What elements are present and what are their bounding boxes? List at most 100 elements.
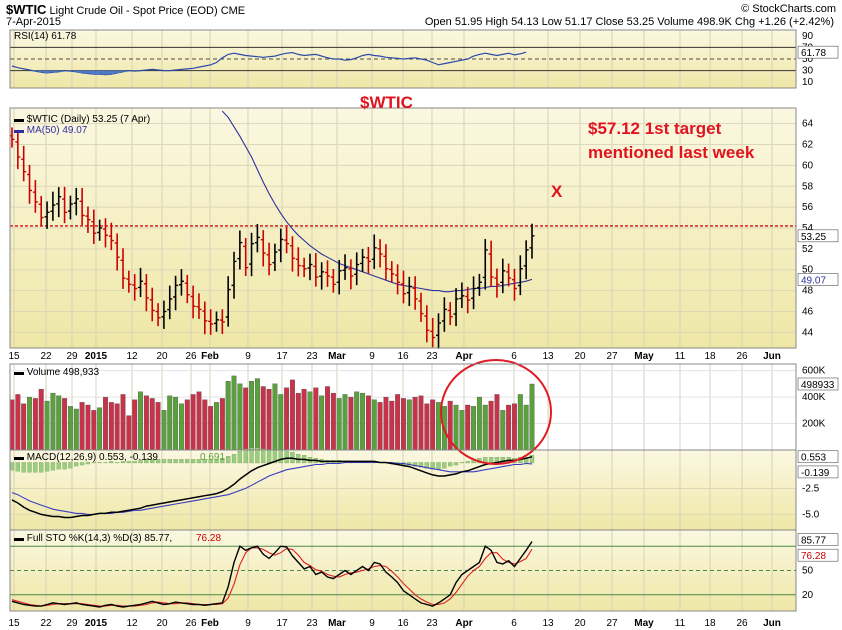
rsi-oversold-fill — [38, 70, 45, 73]
macd-histogram-bar — [155, 459, 161, 464]
macd-histogram-bar — [115, 462, 120, 464]
volume-bar — [120, 394, 126, 451]
stochastic-d-legend: 76.28 — [196, 533, 221, 544]
macd-value-label: 0.553 — [801, 453, 826, 464]
volume-bar — [307, 391, 313, 451]
volume-bar — [97, 407, 103, 451]
x-axis-label: Apr — [455, 618, 472, 629]
volume-bar — [319, 395, 325, 451]
rsi-oversold-fill — [55, 70, 62, 72]
quote-summary: Open 51.95 High 54.13 Low 51.17 Close 53… — [424, 16, 834, 28]
macd-histogram-bar — [173, 459, 178, 464]
volume-highlight-circle — [440, 359, 552, 465]
macd-histogram-bar — [442, 462, 447, 469]
volume-bar — [254, 378, 260, 451]
volume-bar — [184, 399, 190, 451]
macd-histogram-bar — [150, 459, 155, 464]
volume-bar — [424, 403, 430, 451]
macd-histogram-bar — [202, 459, 207, 464]
macd-histogram-bar — [529, 455, 535, 464]
volume-bar — [202, 399, 208, 451]
x-axis-label: 18 — [704, 351, 716, 362]
x-axis-label: 23 — [306, 618, 318, 629]
price-value-label: 53.25 — [801, 232, 826, 243]
price-axis-label: 56 — [802, 202, 814, 213]
copyright-label: © StockCharts.com — [741, 3, 836, 15]
macd-histogram-bar — [436, 462, 441, 470]
volume-bar — [126, 415, 132, 451]
rsi-oversold-fill — [114, 70, 121, 73]
volume-bar — [73, 408, 79, 451]
x-axis-label: 15 — [8, 618, 20, 629]
macd-histogram-bar — [79, 462, 85, 466]
volume-bar — [196, 391, 202, 451]
price-panel-frame — [9, 107, 797, 349]
volume-bar — [249, 381, 255, 451]
x-axis-label: 26 — [736, 618, 748, 629]
macd-histogram-bar — [144, 459, 149, 464]
volume-bar — [342, 394, 348, 451]
volume-bar — [430, 399, 436, 451]
target-annotation-line1: $57.12 1st target — [588, 119, 722, 138]
x-axis-label: Mar — [328, 618, 346, 629]
volume-bar — [529, 383, 535, 451]
rsi-oversold-fill — [67, 70, 74, 72]
volume-bar — [231, 375, 237, 451]
macd-histogram-bar — [185, 459, 190, 464]
ma-value-label: 49.07 — [801, 275, 826, 286]
rsi-axis-label: 10 — [802, 77, 814, 88]
macd-histogram-bar — [161, 459, 167, 464]
x-axis-label: 13 — [542, 351, 554, 362]
price-axis-label: 44 — [802, 327, 814, 338]
macd-line — [11, 455, 533, 519]
x-axis-label: 6 — [511, 351, 517, 362]
macd-histogram-bar — [21, 462, 26, 473]
chart-title-annotation: $WTIC — [360, 93, 413, 112]
volume-bar — [482, 404, 488, 451]
x-axis-label: 16 — [397, 618, 409, 629]
macd-histogram-bar — [138, 460, 143, 464]
price-axis-label: 46 — [802, 306, 814, 317]
volume-bar — [476, 396, 482, 451]
x-axis-label: 26 — [736, 351, 748, 362]
macd-histogram-bar — [249, 447, 254, 464]
x-axis-label: 29 — [66, 618, 78, 629]
volume-bar — [348, 396, 354, 451]
rsi-oversold-fill — [90, 70, 97, 75]
volume-bar — [79, 402, 85, 451]
x-axis-label: 23 — [426, 618, 438, 629]
ma50-line — [221, 110, 533, 293]
macd-histogram-bar — [231, 454, 237, 464]
macd-value-label-box — [797, 450, 839, 464]
macd-histogram-bar — [62, 462, 67, 470]
macd-histogram-bar — [459, 462, 465, 464]
x-axis-label: 27 — [606, 351, 618, 362]
macd-histogram-bar — [237, 450, 243, 464]
price-axis-label: 54 — [802, 223, 814, 234]
instrument-name: Light Crude Oil - Spot Price (EOD) — [49, 5, 218, 17]
x-axis-label: May — [634, 618, 654, 629]
rsi-oversold-fill — [44, 70, 50, 73]
macd-histogram-bar — [74, 462, 79, 467]
sto-panel-frame — [9, 529, 797, 612]
macd-histogram-legend: 0.691 — [200, 452, 225, 463]
volume-bar — [301, 388, 307, 451]
volume-bar — [143, 395, 149, 451]
price-axis-label: 58 — [802, 181, 814, 192]
x-axis-label: Mar — [328, 351, 346, 362]
rsi-oversold-fill — [49, 70, 56, 73]
volume-bar — [91, 410, 97, 451]
macd-histogram-bar — [179, 459, 184, 464]
x-axis-label: Jun — [763, 618, 781, 629]
price-axis-label: 60 — [802, 160, 814, 171]
x-axis-label: 13 — [542, 618, 554, 629]
stochastic-k-value-label: 85.77 — [801, 536, 826, 547]
macd-histogram-bar — [465, 461, 470, 464]
rsi-line — [11, 51, 527, 76]
volume-bar — [383, 396, 389, 451]
rsi-oversold-fill — [79, 70, 86, 73]
volume-bar — [21, 403, 27, 451]
x-axis-label: 9 — [245, 618, 251, 629]
volume-bar — [243, 387, 249, 451]
macd-histogram-bar — [488, 457, 494, 464]
